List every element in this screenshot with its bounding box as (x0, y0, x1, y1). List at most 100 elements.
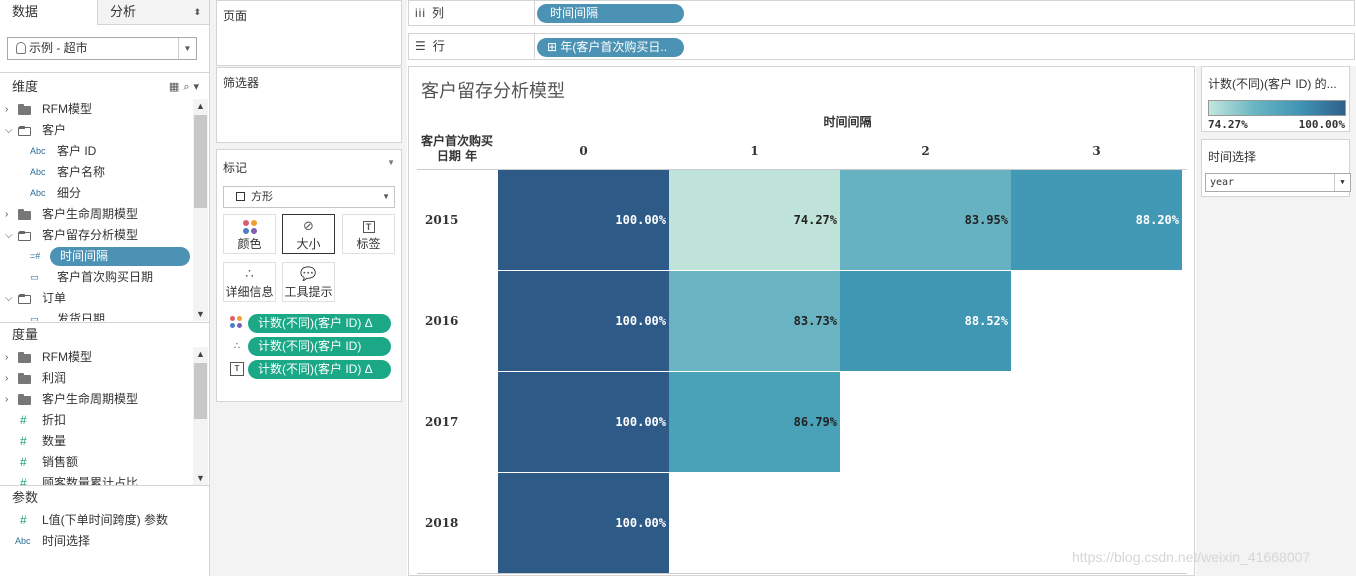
heatmap-cell[interactable]: 100.00% (498, 372, 669, 472)
cell-value: 100.00% (615, 314, 666, 328)
tree-item[interactable]: =# 时间间隔 (0, 246, 193, 267)
heatmap-cell[interactable]: 100.00% (498, 271, 669, 371)
column-header: 3 (1092, 144, 1101, 158)
tab-data[interactable]: 数据 (0, 0, 98, 25)
chevron-down-icon[interactable]: ⌵ (5, 230, 13, 241)
dimensions-scrollbar[interactable]: ▲ ▼ (193, 99, 208, 321)
chevron-down-icon[interactable]: ▼ (387, 158, 395, 167)
tree-item[interactable]: › 利润 (0, 368, 193, 389)
scroll-thumb[interactable] (194, 115, 207, 208)
chevron-down-icon[interactable]: ▼ (1334, 174, 1350, 191)
divider (534, 1, 535, 25)
tab-analysis[interactable]: 分析 ⬍ (98, 0, 209, 25)
view-toggle-icon[interactable]: ▦⌕▾ (168, 81, 203, 93)
datasource-select[interactable]: 示例 - 超市 ▼ (7, 37, 197, 60)
heatmap-cell[interactable]: 83.73% (669, 271, 840, 371)
row-header: 2018 (425, 516, 459, 530)
tree-item[interactable]: › RFM模型 (0, 99, 193, 120)
measures-scrollbar[interactable]: ▲ ▼ (193, 347, 208, 485)
tree-item[interactable]: # 顾客数量累计占比 (0, 473, 193, 485)
heatmap-cell[interactable]: 88.20% (1011, 170, 1182, 270)
tree-item[interactable]: › RFM模型 (0, 347, 193, 368)
tooltip-button[interactable]: 💬 工具提示 (282, 262, 335, 302)
heatmap-cell[interactable]: 74.27% (669, 170, 840, 270)
selected-field-pill[interactable]: 时间间隔 (50, 247, 190, 266)
chevron-right-icon[interactable]: › (5, 394, 9, 405)
tree-item[interactable]: Abc 客户 ID (0, 141, 193, 162)
folder-icon (18, 394, 31, 405)
color-legend[interactable]: 计数(不同)(客户 ID) 的... 74.27% 100.00% (1201, 66, 1350, 132)
dimensions-title: 维度 (12, 79, 39, 94)
pages-card[interactable]: 页面 (216, 0, 402, 66)
watermark: https://blog.csdn.net/weixin_41668007 (1072, 549, 1311, 565)
tree-item[interactable]: › 客户生命周期模型 (0, 389, 193, 410)
label-button[interactable]: T 标签 (342, 214, 395, 254)
tree-item-label: 发货日期 (57, 312, 106, 321)
tree-item[interactable]: ▭ 发货日期 (0, 309, 193, 321)
parameters-tree: # L值(下单时间跨度) 参数 Abc 时间选择 (0, 510, 209, 554)
row-header: 2017 (425, 415, 459, 429)
updown-icon[interactable]: ⬍ (193, 7, 201, 17)
tree-item[interactable]: Abc 时间选择 (0, 531, 209, 552)
color-button[interactable]: 颜色 (223, 214, 276, 254)
column-header: 0 (579, 144, 588, 158)
chevron-right-icon[interactable]: › (5, 209, 9, 220)
chevron-down-icon[interactable]: ⌵ (5, 293, 13, 304)
tree-item[interactable]: Abc 客户名称 (0, 162, 193, 183)
measures-header: 度量 (0, 324, 209, 346)
chevron-right-icon[interactable]: › (5, 352, 9, 363)
number-type-icon: # (20, 476, 27, 485)
columns-shelf[interactable]: iii 列 时间间隔 (408, 0, 1355, 26)
chevron-down-icon[interactable]: ▼ (382, 192, 390, 201)
scroll-down-icon[interactable]: ▼ (196, 473, 205, 483)
tree-item[interactable]: # 数量 (0, 431, 193, 452)
columns-label: 列 (432, 6, 445, 20)
tree-item[interactable]: ⌵ 客户 (0, 120, 193, 141)
tree-item[interactable]: ⌵ 客户留存分析模型 (0, 225, 193, 246)
scroll-up-icon[interactable]: ▲ (196, 101, 205, 111)
heatmap-cell[interactable]: 100.00% (498, 473, 669, 573)
scroll-down-icon[interactable]: ▼ (196, 309, 205, 319)
heatmap-cell[interactable]: 86.79% (669, 372, 840, 472)
heatmap-cell[interactable]: 100.00% (498, 170, 669, 270)
tree-item[interactable]: ▭ 客户首次购买日期 (0, 267, 193, 288)
detail-pill[interactable]: 计数(不同)(客户 ID) (248, 337, 391, 356)
tree-item[interactable]: # 折扣 (0, 410, 193, 431)
cell-value: 83.95% (964, 213, 1008, 227)
columns-pill[interactable]: 时间间隔 (537, 4, 684, 23)
folder-icon (18, 209, 31, 220)
row-header: 2016 (425, 314, 459, 328)
text-label-icon: T (230, 362, 244, 376)
size-button[interactable]: ⊘ 大小 (282, 214, 335, 254)
heatmap-cell[interactable]: 83.95% (840, 170, 1011, 270)
detail-dots-icon: ∴ (245, 266, 254, 281)
cell-value: 83.73% (793, 314, 837, 328)
rows-shelf[interactable]: ☰ 行 ⊞ 年(客户首次购买日.. (408, 33, 1355, 60)
rows-pill[interactable]: ⊞ 年(客户首次购买日.. (537, 38, 684, 57)
tree-item[interactable]: ⌵ 订单 (0, 288, 193, 309)
mark-type-select[interactable]: 方形 ▼ (223, 186, 395, 208)
label-pill[interactable]: 计数(不同)(客户 ID) Δ (248, 360, 391, 379)
tree-item-label: 客户名称 (57, 165, 106, 179)
parameter-select[interactable]: year ▼ (1205, 173, 1351, 192)
scroll-thumb[interactable] (194, 363, 207, 419)
chevron-right-icon[interactable]: › (5, 104, 9, 115)
filters-card[interactable]: 筛选器 (216, 67, 402, 143)
cell-value: 100.00% (615, 415, 666, 429)
divider (417, 573, 1187, 574)
scroll-up-icon[interactable]: ▲ (196, 349, 205, 359)
chevron-right-icon[interactable]: › (5, 373, 9, 384)
heatmap-cell[interactable]: 88.52% (840, 271, 1011, 371)
detail-button[interactable]: ∴ 详细信息 (223, 262, 276, 302)
tree-item[interactable]: # 销售额 (0, 452, 193, 473)
color-pill[interactable]: 计数(不同)(客户 ID) Δ (248, 314, 391, 333)
tree-item[interactable]: Abc 细分 (0, 183, 193, 204)
label-label: 标签 (356, 237, 381, 251)
chevron-down-icon[interactable]: ⌵ (5, 125, 13, 136)
string-type-icon: Abc (30, 146, 46, 156)
parameters-header: 参数 (0, 487, 209, 509)
tree-item[interactable]: › 客户生命周期模型 (0, 204, 193, 225)
string-type-icon: Abc (30, 167, 46, 177)
chevron-down-icon[interactable]: ▼ (178, 38, 196, 59)
tree-item[interactable]: # L值(下单时间跨度) 参数 (0, 510, 209, 531)
